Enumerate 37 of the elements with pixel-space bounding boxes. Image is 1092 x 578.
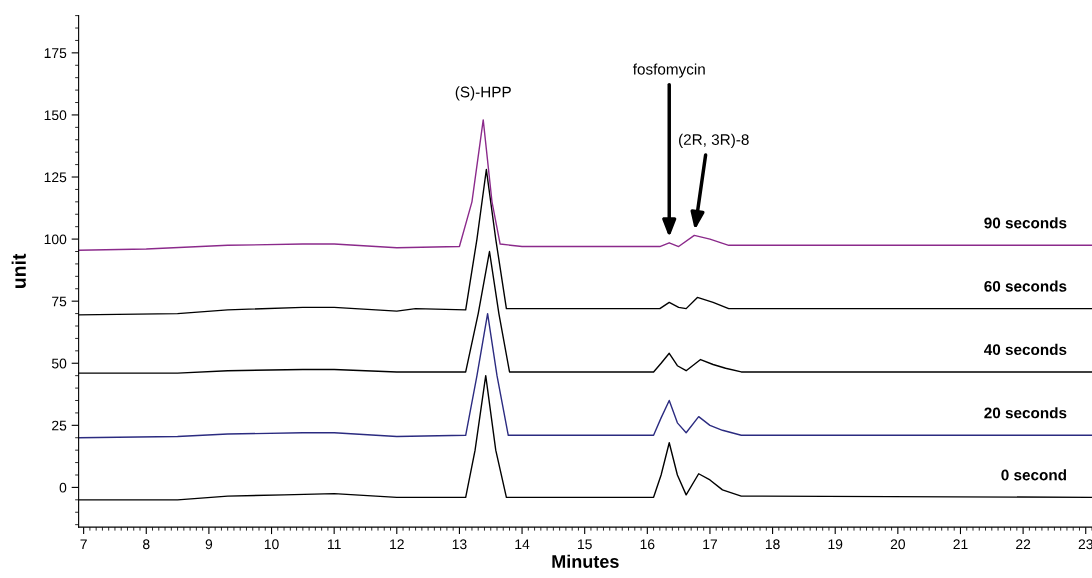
x-tick-label: 17 (703, 539, 717, 550)
series-label: 60 seconds (984, 280, 1067, 292)
y-tick-label: 0 (59, 482, 67, 493)
annotation: (S)-HPP (455, 86, 511, 101)
y-tick-label: 125 (44, 172, 67, 183)
x-tick-label: 16 (640, 539, 655, 550)
y-tick-label: 75 (52, 296, 67, 307)
line-series (78, 119, 1092, 251)
x-tick-label: 22 (1016, 539, 1031, 550)
series-label: 90 seconds (984, 217, 1067, 229)
y-tick-label: 175 (44, 48, 67, 59)
x-tick-label: 23 (1078, 539, 1092, 550)
y-tick-label: 150 (44, 110, 67, 121)
x-tick-label: 7 (80, 539, 87, 550)
series-label: 0 second (1001, 469, 1066, 481)
y-tick-label: 25 (52, 420, 67, 431)
y-axis-title: unit (11, 253, 26, 288)
x-axis-title: Minutes (552, 554, 619, 568)
annotation: fosfomycin (632, 63, 705, 78)
x-tick-label: 11 (328, 539, 341, 550)
x-tick-label: 12 (390, 539, 404, 550)
x-tick-label: 18 (765, 539, 780, 550)
line-series (78, 312, 1092, 439)
series-label: 40 seconds (984, 343, 1067, 356)
x-tick-label: 15 (578, 539, 592, 550)
x-tick-label: 19 (828, 539, 843, 550)
y-tick-label: 100 (44, 234, 67, 245)
x-tick-label: 13 (452, 539, 467, 550)
series-label: 20 seconds (984, 407, 1067, 419)
annotation: (2R, 3R)-8 (679, 133, 749, 149)
x-tick-label: 21 (953, 539, 968, 550)
x-tick-label: 14 (515, 539, 530, 550)
x-tick-label: 20 (890, 539, 906, 550)
y-tick-label: 50 (51, 358, 67, 369)
x-tick-label: 10 (264, 539, 279, 550)
x-tick-label: 9 (205, 539, 213, 550)
x-tick-label: 8 (143, 539, 150, 550)
